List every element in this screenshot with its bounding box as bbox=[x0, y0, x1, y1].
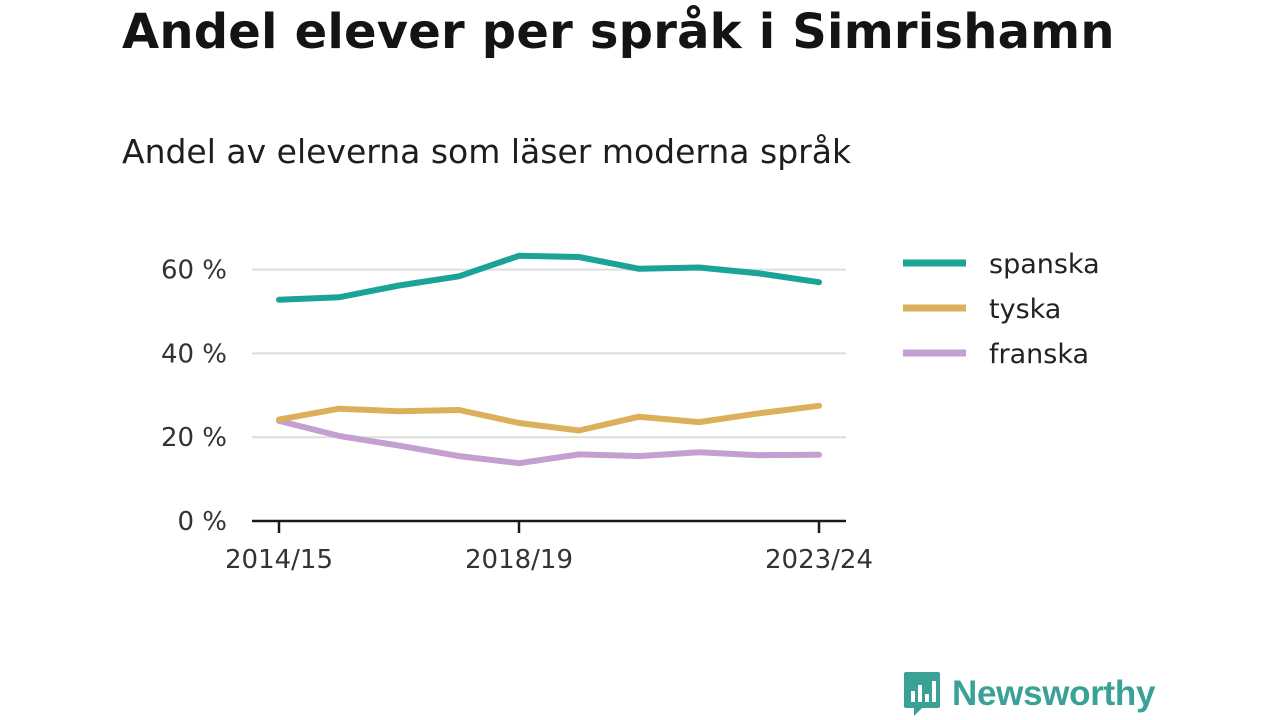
bar-chart-speech-icon bbox=[904, 672, 940, 716]
brand-name: Newsworthy bbox=[952, 674, 1156, 713]
legend-label-spanska: spanska bbox=[989, 249, 1100, 280]
series-lines bbox=[276, 252, 822, 467]
y-tick-label: 0 % bbox=[177, 507, 227, 537]
y-axis-labels: 0 % 20 % 40 % 60 % bbox=[161, 256, 227, 537]
legend: spanska tyska franska bbox=[903, 249, 1100, 370]
y-tick-label: 60 % bbox=[161, 256, 227, 286]
legend-label-tyska: tyska bbox=[989, 294, 1061, 325]
series-line-franska bbox=[276, 417, 822, 467]
chart-title: Andel elever per språk i Simrishamn bbox=[122, 4, 1115, 60]
chart-subtitle: Andel av eleverna som läser moderna språ… bbox=[122, 132, 852, 171]
series-line-tyska bbox=[276, 402, 822, 434]
y-tick-label: 20 % bbox=[161, 423, 227, 453]
x-axis: 2014/15 2018/19 2023/24 bbox=[225, 519, 873, 575]
x-tick-label: 2014/15 bbox=[225, 545, 333, 575]
x-tick-label: 2023/24 bbox=[765, 545, 873, 575]
line-chart: 2014/15 2018/19 2023/24 0 % 20 % 40 % 60 % sp… bbox=[161, 249, 1100, 575]
legend-label-franska: franska bbox=[989, 339, 1089, 370]
series-line-spanska bbox=[276, 252, 822, 303]
x-tick-label: 2018/19 bbox=[465, 545, 573, 575]
y-tick-label: 40 % bbox=[161, 339, 227, 369]
newsworthy-logo: Newsworthy bbox=[902, 670, 1155, 718]
